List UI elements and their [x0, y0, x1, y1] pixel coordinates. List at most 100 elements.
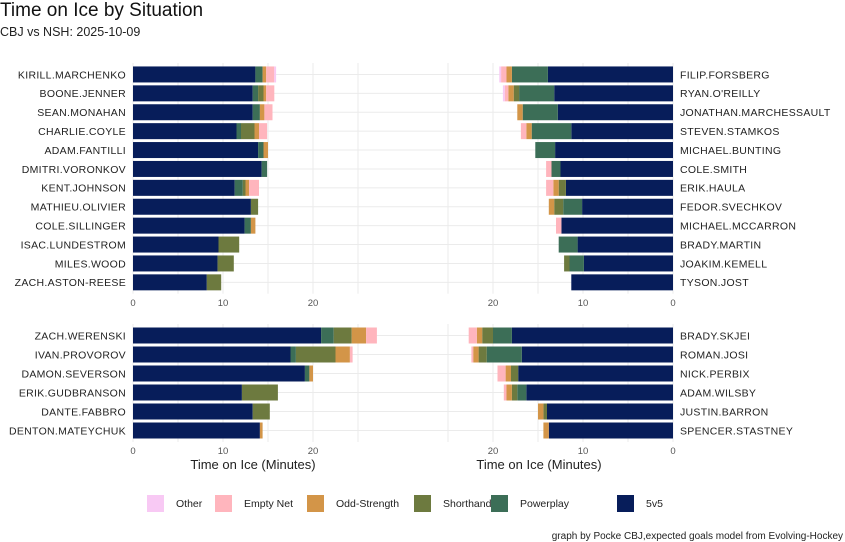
bar-segment-odd-strength: JUSTIN.BARRON Odd-Strength: 0.6	[538, 403, 544, 420]
player-row: SPENCER.STASTNEY 5v5: 13.8SPENCER.STASTN…	[543, 422, 793, 439]
player-row: JUSTIN.BARRON 5v5: 14JUSTIN.BARRON Short…	[538, 403, 769, 420]
bar-segment-empty-net: ROMAN.JOSI Empty Net: 0.2	[471, 346, 474, 363]
bar-segment-powerplay: FILIP.FORSBERG Powerplay: 4	[511, 66, 548, 83]
bar-segment-empty-net: ADAM.WILSBY Empty Net: 0.3	[503, 384, 507, 401]
player-row: IVAN.PROVOROV 5v5: 17.5IVAN.PROVOROV Pow…	[35, 346, 353, 363]
bar-segment-shorthanded: ERIK.HAULA Shorthanded: 0.8	[558, 179, 566, 196]
legend-label: Powerplay	[520, 498, 570, 510]
player-name-label: ZACH.WERENSKI	[35, 330, 126, 342]
bar-segment-5v5: BRADY.MARTIN 5v5: 10.6	[577, 236, 673, 253]
player-row: FEDOR.SVECHKOV 5v5: 10.1FEDOR.SVECHKOV P…	[548, 198, 782, 215]
bar-segment-odd-strength: ADAM.FANTILLI Odd-Strength: 0.5	[263, 142, 268, 159]
bar-segment-empty-net: MICHAEL.MCCARRON Empty Net: 0.6	[556, 217, 562, 234]
bar-segment-powerplay: STEVEN.STAMKOS Powerplay: 4.4	[531, 123, 572, 140]
bar-segment-5v5: FEDOR.SVECHKOV 5v5: 10.1	[582, 198, 673, 215]
bar-segment-5v5: SEAN.MONAHAN 5v5: 13.3	[133, 104, 253, 121]
bar-segment-5v5: TYSON.JOST 5v5: 11.3	[571, 274, 673, 291]
legend: Other Empty Net Odd-Strength Shorthanded Pow…	[147, 495, 663, 512]
player-name-label: MICHAEL.MCCARRON	[680, 220, 796, 232]
player-name-label: DMITRI.VORONKOV	[22, 164, 126, 176]
player-row: ADAM.FANTILLI 5v5: 13.9ADAM.FANTILLI Pow…	[44, 142, 268, 159]
player-name-label: RYAN.O'REILLY	[680, 88, 761, 100]
legend-label: Empty Net	[244, 498, 293, 510]
bar-segment-odd-strength: BOONE.JENNER Odd-Strength: 0.3	[263, 85, 267, 102]
bar-segment-shorthanded: MILES.WOOD Shorthanded: 1.8	[217, 255, 234, 272]
player-row: NICK.PERBIX 5v5: 17.2NICK.PERBIX Shortha…	[497, 365, 750, 382]
player-row: ERIK.GUDBRANSON 5v5: 12.1ERIK.GUDBRANSON…	[19, 384, 278, 401]
bar-segment-powerplay: ZACH.WERENSKI Powerplay: 1.4	[321, 327, 334, 344]
player-name-label: DANTE.FABBRO	[41, 406, 126, 418]
bar-segment-5v5: MICHAEL.BUNTING 5v5: 13.1	[555, 142, 673, 159]
player-name-label: COLE.SILLINGER	[35, 220, 126, 232]
player-row: COLE.SILLINGER 5v5: 12.4COLE.SILLINGER P…	[35, 217, 256, 234]
player-name-label: ERIK.GUDBRANSON	[19, 387, 126, 399]
player-row: RYAN.O'REILLY 5v5: 13.2RYAN.O'REILLY Pow…	[502, 85, 761, 102]
bar-segment-powerplay: BRADY.SKJEI Powerplay: 2.1	[493, 327, 512, 344]
player-row: ROMAN.JOSI 5v5: 16.8ROMAN.JOSI Powerplay…	[471, 346, 748, 363]
panel-nsh-forwards: FILIP.FORSBERG 5v5: 13.9FILIP.FORSBERG P…	[403, 63, 831, 309]
x-tick-label: 0	[130, 298, 135, 309]
legend-label: 5v5	[646, 498, 663, 510]
legend-item-odd-strength: Odd-Strength	[307, 495, 399, 512]
bar-segment-odd-strength: FEDOR.SVECHKOV Odd-Strength: 0.6	[548, 198, 555, 215]
bar-segment-powerplay: DAMON.SEVERSON Powerplay: 0.5	[304, 365, 310, 382]
panel-cbj-forwards: KIRILL.MARCHENKO 5v5: 13.6KIRILL.MARCHEN…	[15, 63, 403, 309]
x-tick-label: 20	[488, 298, 499, 309]
x-tick-label: 10	[218, 298, 229, 309]
x-tick-label: 10	[218, 446, 229, 457]
bar-segment-5v5: ZACH.ASTON-REESE 5v5: 8.2	[133, 274, 207, 291]
player-name-label: DENTON.MATEYCHUK	[9, 425, 126, 437]
bar-segment-odd-strength: ADAM.WILSBY Odd-Strength: 0.6	[506, 384, 512, 401]
player-row: MATHIEU.OLIVIER 5v5: 13.1MATHIEU.OLIVIER…	[31, 198, 259, 215]
player-row: CHARLIE.COYLE 5v5: 11.5CHARLIE.COYLE Pow…	[38, 123, 268, 140]
bar-segment-5v5: STEVEN.STAMKOS 5v5: 11.3	[571, 123, 673, 140]
bar-segment-5v5: ADAM.FANTILLI 5v5: 13.9	[133, 142, 259, 159]
player-name-label: ISAC.LUNDESTROM	[21, 239, 126, 251]
legend-item-empty-net: Empty Net	[215, 495, 293, 512]
bar-segment-empty-net: KENT.JOHNSON Empty Net: 1.1	[249, 179, 259, 196]
bar-segment-empty-net: STEVEN.STAMKOS Empty Net: 0.6	[520, 123, 527, 140]
panel-cbj-defense: ZACH.WERENSKI 5v5: 20.9ZACH.WERENSKI Pow…	[9, 324, 403, 457]
facet-panels: KIRILL.MARCHENKO 5v5: 13.6KIRILL.MARCHEN…	[9, 63, 831, 457]
bar-segment-odd-strength: JONATHAN.MARCHESSAULT Odd-Strength: 0.6	[517, 104, 523, 121]
player-name-label: MILES.WOOD	[55, 258, 126, 270]
bar-segment-5v5: BOONE.JENNER 5v5: 13.3	[133, 85, 253, 102]
bar-segment-powerplay: KENT.JOHNSON Powerplay: 0.9	[234, 179, 243, 196]
bar-segment-empty-net: BOONE.JENNER Empty Net: 0.9	[266, 85, 275, 102]
bar-segment-powerplay: RYAN.O'REILLY Powerplay: 3.9	[519, 85, 555, 102]
player-row: ZACH.WERENSKI 5v5: 20.9ZACH.WERENSKI Pow…	[35, 327, 377, 344]
bar-segment-shorthanded: BOONE.JENNER Shorthanded: 0.6	[258, 85, 264, 102]
bar-segment-powerplay: MICHAEL.BUNTING Powerplay: 2.2	[535, 142, 556, 159]
bar-segment-shorthanded: ADAM.WILSBY Shorthanded: 0.6	[511, 384, 518, 401]
player-row: BRADY.SKJEI 5v5: 17.9BRADY.SKJEI Powerpl…	[468, 327, 750, 344]
bar-segment-odd-strength: STEVEN.STAMKOS Odd-Strength: 0.6	[526, 123, 532, 140]
player-row: MILES.WOOD 5v5: 9.4MILES.WOOD Shorthande…	[55, 255, 234, 272]
bar-segment-odd-strength: FILIP.FORSBERG Odd-Strength: 0.6	[506, 66, 512, 83]
bar-segment-empty-net: KIRILL.MARCHENKO Empty Net: 0.9	[266, 66, 275, 83]
player-name-label: CHARLIE.COYLE	[38, 126, 126, 138]
x-tick-label: 10	[578, 298, 589, 309]
player-row: FILIP.FORSBERG 5v5: 13.9FILIP.FORSBERG P…	[499, 66, 769, 83]
x-axis-label-left: Time on Ice (Minutes)	[190, 457, 315, 472]
bar-segment-shorthanded: JUSTIN.BARRON Shorthanded: 0.4	[543, 403, 547, 420]
bar-segment-powerplay: BRADY.MARTIN Powerplay: 2.1	[558, 236, 578, 253]
bar-segment-5v5: KENT.JOHNSON 5v5: 11.3	[133, 179, 235, 196]
player-row: KENT.JOHNSON 5v5: 11.3KENT.JOHNSON Power…	[41, 179, 259, 196]
bar-segment-5v5: NICK.PERBIX 5v5: 17.2	[518, 365, 673, 382]
bar-segment-shorthanded: IVAN.PROVOROV Shorthanded: 4.4	[295, 346, 336, 363]
bar-segment-other: RYAN.O'REILLY Other: 0.2	[502, 85, 505, 102]
legend-key	[491, 495, 508, 512]
player-name-label: ERIK.HAULA	[680, 183, 745, 195]
bar-segment-powerplay: JONATHAN.MARCHESSAULT Powerplay: 3.9	[522, 104, 558, 121]
bar-segment-shorthanded: ISAC.LUNDESTROM Shorthanded: 2.3	[218, 236, 240, 253]
bar-segment-5v5: DMITRI.VORONKOV 5v5: 14.3	[133, 160, 262, 177]
bar-segment-odd-strength: RYAN.O'REILLY Odd-Strength: 0.6	[508, 85, 514, 102]
player-name-label: ROMAN.JOSI	[680, 349, 748, 361]
bar-segment-5v5: JUSTIN.BARRON 5v5: 14	[547, 403, 673, 420]
x-axis-label-right: Time on Ice (Minutes)	[476, 457, 601, 472]
bar-segment-5v5: ISAC.LUNDESTROM 5v5: 9.5	[133, 236, 219, 253]
legend-item-5v5: 5v5	[617, 495, 663, 512]
bar-segment-shorthanded: DANTE.FABBRO Shorthanded: 1.9	[252, 403, 270, 420]
player-name-label: JUSTIN.BARRON	[680, 406, 769, 418]
